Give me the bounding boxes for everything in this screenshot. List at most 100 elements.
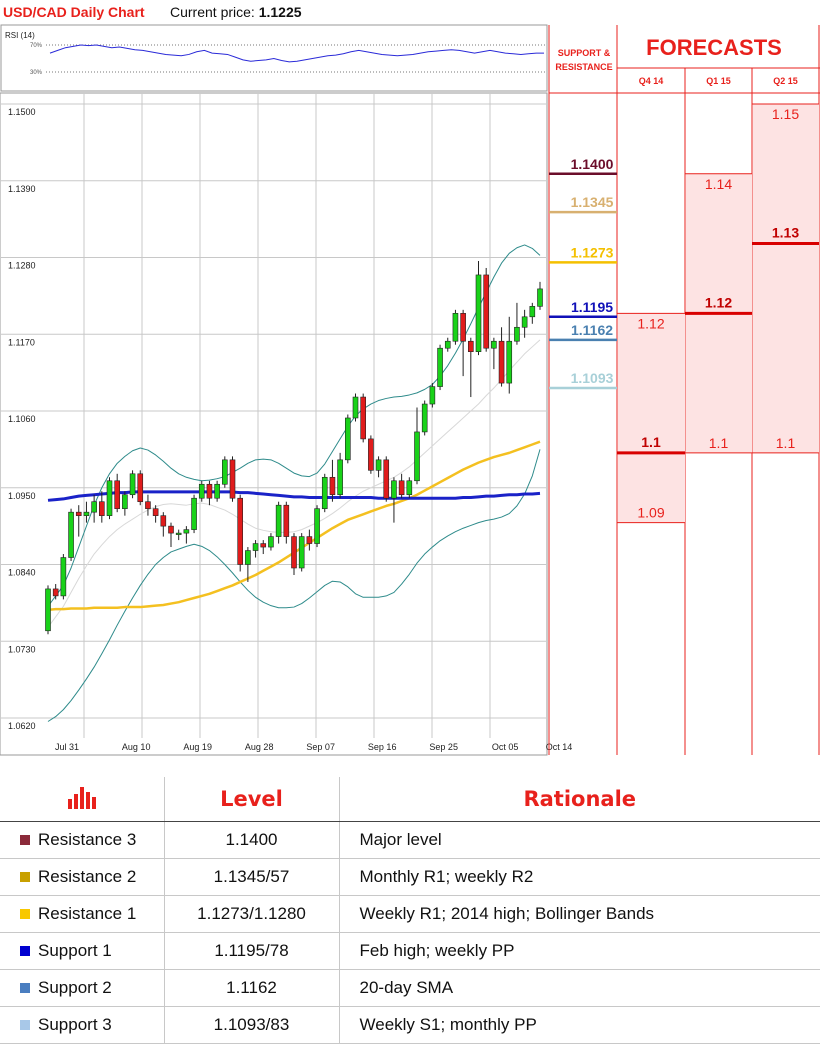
candle-body [475,274,482,352]
y-tick-label: 1.0730 [8,644,36,654]
candle-body [460,313,466,342]
candle-body [206,483,213,499]
candle [252,540,259,558]
header-icon-cell [0,777,165,822]
candle [83,501,90,523]
candle-body [160,515,167,527]
table-row: Support 2 1.1162 20-day SMA [0,969,820,1007]
row-swatch [20,945,30,956]
candle-body [137,473,144,503]
rsi-30-label: 30% [30,70,43,76]
sr-level: 1.1162 [549,322,617,342]
candle-body [268,536,274,548]
row-name-cell: Support 1 [0,932,165,970]
rsi-panel: RSI (14) 70% 30% [0,24,548,92]
row-level: 1.1162 [164,969,340,1007]
candle [414,407,420,485]
forecast-range-label: 1.12 [637,315,664,331]
candle [152,505,159,523]
x-tick-label: Sep 07 [306,742,335,752]
candle [145,494,151,516]
price-chart: 1.1500 1.1390 1.1280 1.1170 1.1060 1.0950 1.08… [0,92,573,756]
forecast-range-label: 1.1 [709,435,729,451]
forecast-column: Q4 14 1.12 1.09 1.1 [617,76,685,524]
sr-level-label: 1.1093 [571,370,614,386]
sr-level: 1.1400 [549,156,617,176]
candle [314,505,320,548]
y-tick-label: 1.1170 [8,337,35,347]
x-tick-label: Aug 10 [122,742,151,752]
candle [437,344,443,391]
candle-body [229,459,236,499]
candle [291,533,297,575]
candle [491,337,497,370]
candle-body [383,459,390,499]
candle [175,529,182,541]
row-name: Resistance 1 [38,904,137,923]
sr-level: 1.1273 [549,244,617,264]
candle [521,309,528,338]
candle-body [521,316,528,328]
rsi-70-label: 70% [30,43,43,49]
candle-body [99,501,105,516]
candle-body [275,504,282,537]
x-tick-label: Aug 28 [245,742,274,752]
candle [475,260,482,356]
header-rationale: Rationale [523,787,637,811]
candle-body [537,288,543,307]
y-tick-label: 1.1390 [8,184,36,194]
sr-level: 1.1345 [549,194,617,214]
candle [421,400,428,436]
candle [198,480,205,502]
candle [206,480,213,506]
forecasts-panel: FORECASTS Q4 14 1.12 1.09 1.1 Q1 15 1.14 1.1 1.… [617,25,820,755]
x-tick-label: Oct 05 [492,742,519,752]
candle-body [291,536,297,569]
row-level: 1.1195/78 [164,932,340,970]
candle-body [421,403,428,433]
row-swatch [20,834,30,845]
candle [321,473,328,513]
sr-level: 1.1093 [549,370,617,390]
candle-body [391,480,397,499]
candle-body [122,494,128,509]
forecast-quarter: Q4 14 [639,76,664,86]
row-swatch [20,1019,30,1030]
row-name-cell: Resistance 2 [0,858,165,896]
candle-body [444,340,451,349]
candle-body [60,557,67,597]
candle [99,491,105,523]
forecast-range-label: 1.09 [637,505,664,521]
candle [337,452,343,499]
x-tick-label: Oct 14 [546,742,573,752]
candle [237,494,243,572]
row-swatch [20,908,30,919]
row-rationale: Weekly S1; monthly PP [339,1006,820,1044]
forecast-target-label: 1.13 [772,225,799,241]
candle [75,505,82,537]
candle-body [437,347,443,387]
row-rationale: Monthly R1; weekly R2 [339,858,820,896]
candle-body [252,543,259,551]
candle-body [214,483,220,499]
candle [268,533,274,551]
candle-body [483,274,489,349]
candle [168,522,174,548]
candle [229,456,236,502]
levels-table-header: Level Rationale [0,777,820,822]
row-name-cell: Support 2 [0,969,165,1007]
candle [160,512,167,537]
candle-body [406,480,413,496]
candle [129,470,136,499]
candle [529,302,536,324]
header-level-cell: Level [164,777,340,822]
candle [352,393,359,422]
row-name: Support 1 [38,941,112,960]
candle-body [145,501,151,509]
candle-body [75,511,82,516]
row-name-cell: Support 3 [0,1006,165,1044]
table-row: Resistance 3 1.1400 Major level [0,821,820,859]
forecast-range-label: 1.14 [705,176,732,192]
sr-level-label: 1.1400 [571,156,614,172]
candle-body [237,497,243,565]
